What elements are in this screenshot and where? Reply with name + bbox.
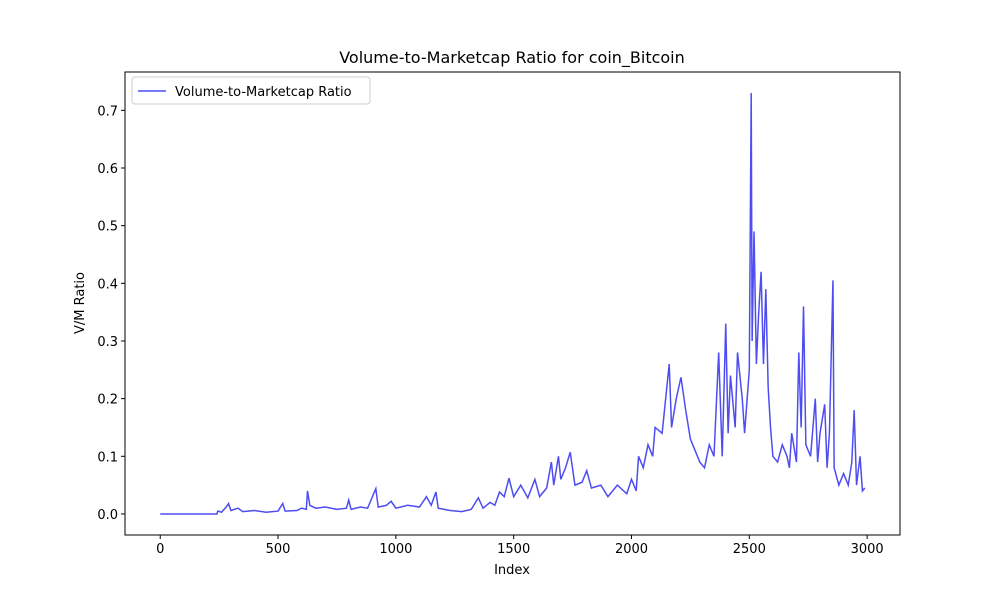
x-tick-label: 3000 [851, 542, 884, 557]
x-tick-label: 1500 [497, 542, 530, 557]
plot-frame [124, 71, 901, 536]
y-tick-label: 0.2 [97, 393, 118, 408]
y-tick-label: 0.3 [97, 335, 118, 350]
y-tick-label: 0.6 [97, 162, 118, 177]
y-tick-label: 0.4 [97, 277, 118, 292]
x-tick-label: 2000 [615, 542, 648, 557]
y-tick-label: 0.1 [97, 450, 118, 465]
legend-label: Volume-to-Marketcap Ratio [175, 85, 352, 100]
x-tick-label: 1000 [379, 542, 412, 557]
y-tick-label: 0.0 [97, 508, 118, 523]
legend-box [131, 76, 371, 105]
y-axis-label: V/M Ratio [73, 272, 88, 334]
x-tick-label: 500 [266, 542, 291, 557]
x-tick-label: 0 [156, 542, 164, 557]
x-tick-label: 2500 [733, 542, 766, 557]
y-tick-label: 0.7 [97, 104, 118, 119]
chart-title: Volume-to-Marketcap Ratio for coin_Bitco… [339, 48, 685, 68]
y-tick-label: 0.5 [97, 220, 118, 235]
data-line [160, 93, 866, 515]
x-axis-label: Index [494, 563, 530, 578]
